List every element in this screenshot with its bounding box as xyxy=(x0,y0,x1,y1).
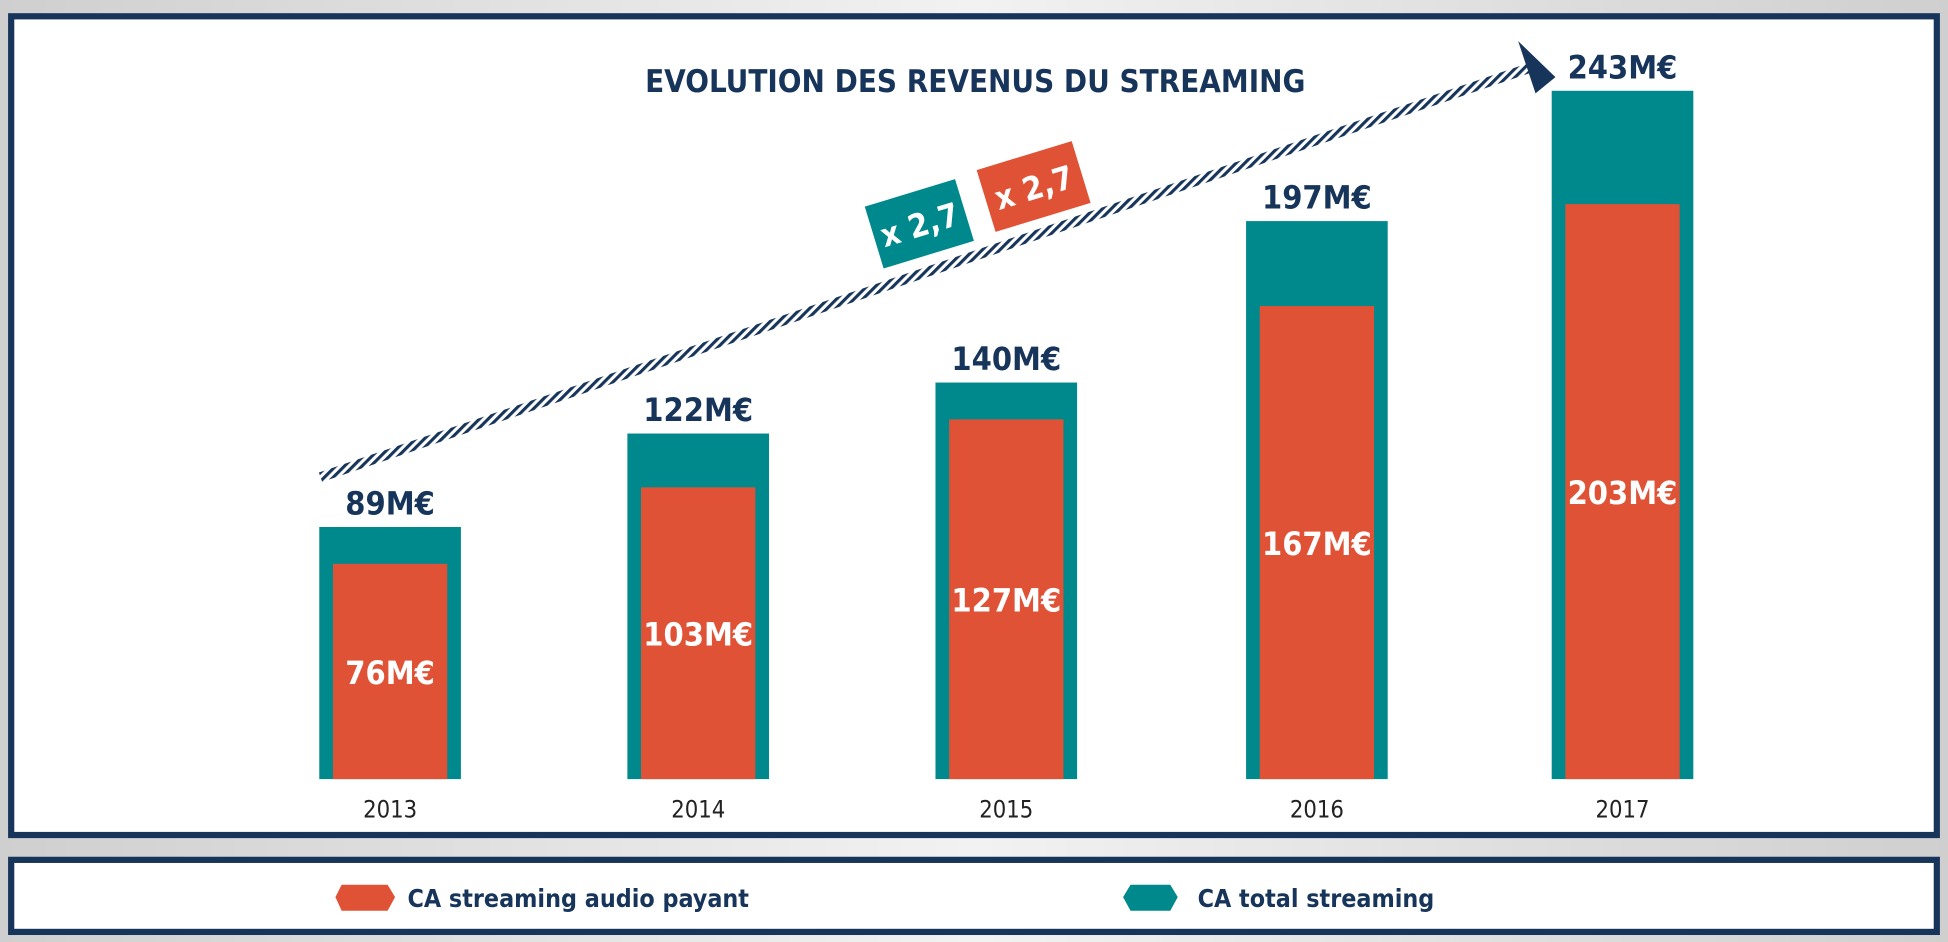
label-total-2017: 243M€ xyxy=(1568,48,1678,86)
year-label-2014: 2014 xyxy=(671,796,725,824)
growth-arrow xyxy=(318,41,1556,482)
bar-paid-2017 xyxy=(1565,204,1680,780)
legend-swatch-total xyxy=(1123,884,1178,911)
bar-paid-2014 xyxy=(641,487,756,780)
bars: 89M€ 76M€ 2013 122M€ 103M€ 2014 140M€ 127M€ 2015… xyxy=(319,48,1694,824)
year-label-2017: 2017 xyxy=(1595,796,1649,824)
legend-label-paid: CA streaming audio payant xyxy=(407,884,749,913)
bar-paid-2013 xyxy=(332,563,448,780)
chart-title: EVOLUTION DES REVENUS DU STREAMING xyxy=(645,64,1305,100)
annotation-orange: x 2,7 xyxy=(976,141,1091,232)
label-paid-2013: 76M€ xyxy=(345,654,435,692)
legend: CA streaming audio payant CA total strea… xyxy=(335,884,1434,913)
label-paid-2014: 103M€ xyxy=(643,616,753,654)
label-paid-2017: 203M€ xyxy=(1568,474,1678,512)
label-total-2015: 140M€ xyxy=(951,340,1061,378)
bar-paid-2016 xyxy=(1259,306,1375,780)
label-total-2014: 122M€ xyxy=(643,391,753,429)
annotation-teal: x 2,7 xyxy=(864,179,974,269)
year-label-2016: 2016 xyxy=(1290,796,1344,824)
legend-swatch-paid xyxy=(335,884,396,911)
year-label-2015: 2015 xyxy=(979,796,1033,824)
label-paid-2016: 167M€ xyxy=(1262,525,1372,563)
label-total-2016: 197M€ xyxy=(1262,179,1372,217)
bar-paid-2015 xyxy=(949,419,1064,780)
label-paid-2015: 127M€ xyxy=(951,582,1061,620)
legend-panel xyxy=(8,856,1940,936)
legend-label-total: CA total streaming xyxy=(1198,884,1435,913)
label-total-2013: 89M€ xyxy=(345,485,435,523)
year-label-2013: 2013 xyxy=(363,796,417,824)
arrow-head-icon xyxy=(1518,41,1556,94)
